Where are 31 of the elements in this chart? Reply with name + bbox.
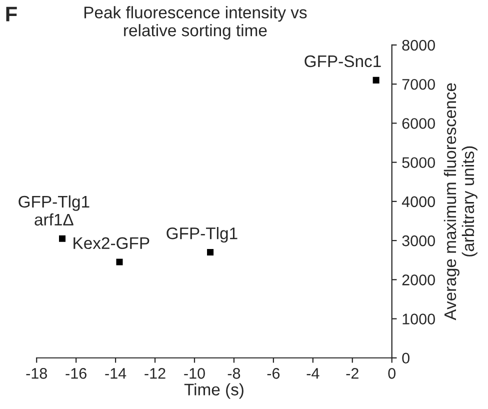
- y-tick-label: 7000: [402, 78, 435, 90]
- x-tick-label: -14: [105, 368, 126, 379]
- x-tick-label: -8: [228, 368, 240, 379]
- annotation: GFP-Tlg1: [166, 227, 238, 243]
- y-tick-label: 2000: [402, 274, 435, 286]
- x-tick-label: -10: [184, 368, 205, 379]
- point: [372, 76, 380, 84]
- annotation: GFP-Snc1: [304, 55, 381, 68]
- x-tick-label: -4: [306, 368, 320, 379]
- text: F: [6, 6, 17, 22]
- y-tick-label: 4000: [402, 196, 435, 208]
- point: [116, 258, 123, 266]
- y-axis-title: Average maximum fluorescence (arbitrary units): [444, 83, 478, 320]
- chart-title: Peak fluorescence intensity vs relative sorting time: [84, 6, 307, 40]
- point: [207, 249, 214, 256]
- x-tick-label: -12: [144, 368, 166, 379]
- y-tick-label: 6000: [402, 118, 435, 129]
- x-tick-label: -18: [26, 368, 47, 379]
- y-tick-label: 0: [402, 352, 410, 364]
- y-tick-label: 5000: [402, 157, 435, 168]
- x-axis-title: Time (s): [184, 383, 244, 399]
- annotation: Kex2-GFP: [74, 237, 150, 250]
- y-tick-label: 8000: [402, 40, 435, 51]
- x-tick-label: -6: [267, 368, 280, 379]
- y-tick-label: 3000: [402, 235, 435, 246]
- point: [59, 235, 66, 242]
- x-tick-label: -2: [346, 368, 358, 379]
- annotation: GFP-Tlg1 arf1Δ: [18, 195, 90, 226]
- y-tick-label: 1000: [402, 314, 435, 324]
- x-tick-label: -16: [66, 368, 86, 379]
- x-tick-label: 0: [388, 368, 396, 379]
